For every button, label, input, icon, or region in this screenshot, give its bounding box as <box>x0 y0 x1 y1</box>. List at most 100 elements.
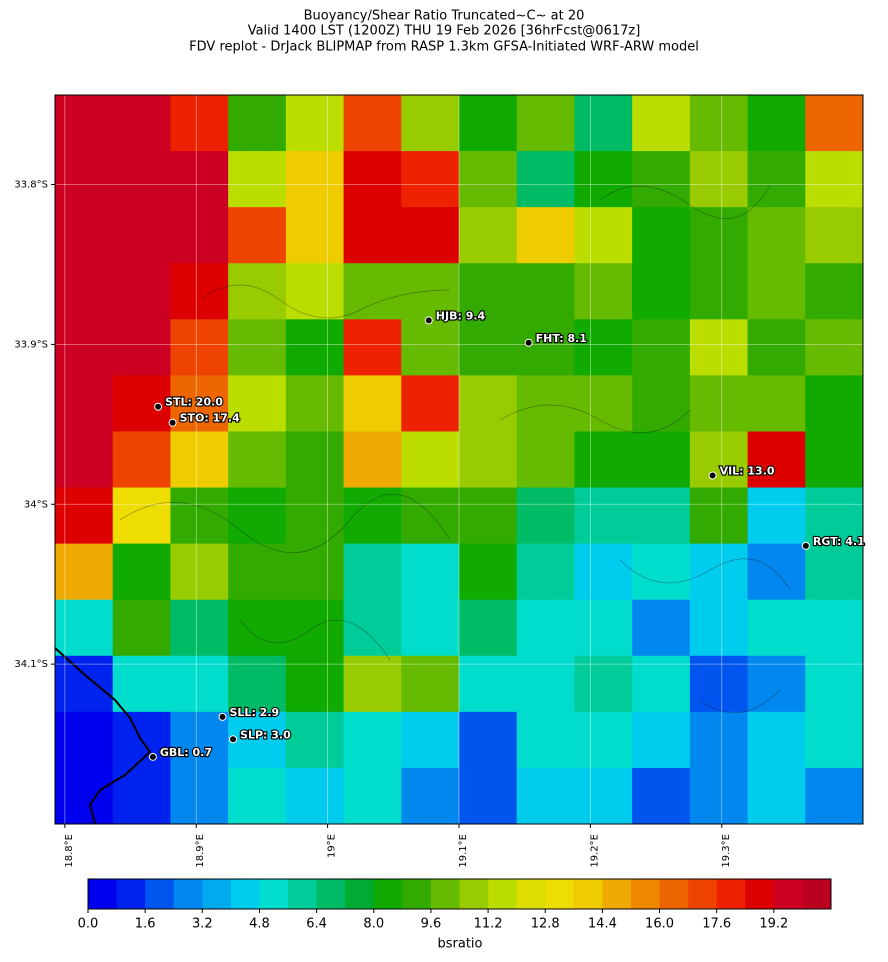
grid-cell <box>401 319 460 376</box>
grid-cell <box>343 655 402 713</box>
grid-cell <box>401 431 460 489</box>
grid-cell <box>170 151 229 208</box>
grid-cell <box>170 767 229 825</box>
grid-cell <box>689 431 749 489</box>
grid-cell <box>459 767 518 825</box>
y-tick-label: 33.9°S <box>14 339 48 350</box>
grid-cell <box>343 599 402 657</box>
grid-cell <box>689 599 749 657</box>
grid-cell <box>747 151 806 208</box>
grid-cell <box>170 319 229 376</box>
grid-cell <box>55 543 114 601</box>
colorbar-tick-label: 4.8 <box>249 917 270 932</box>
grid-cell <box>228 767 287 825</box>
grid-cell <box>632 767 691 825</box>
map-frame <box>54 94 864 825</box>
grid-cell <box>228 263 287 320</box>
grid-cell <box>285 655 345 713</box>
colorbar-tick-label: 12.8 <box>531 917 560 932</box>
grid-cell <box>228 151 287 208</box>
grid-cell <box>459 95 518 152</box>
station-label: RGT: 4.1 <box>813 535 865 548</box>
station-marker <box>168 418 177 427</box>
station-marker <box>801 541 810 550</box>
grid-cell <box>805 711 864 769</box>
grid-cell <box>459 431 518 489</box>
colorbar-tick-label: 19.2 <box>759 917 788 932</box>
grid-cell <box>574 431 633 489</box>
grid-cell <box>459 263 518 320</box>
colorbar-tick-label: 17.6 <box>702 917 731 932</box>
colorbar-swatch <box>145 879 175 909</box>
grid-cell <box>55 319 114 376</box>
grid-cell <box>516 319 575 376</box>
grid-cell <box>285 431 345 489</box>
grid-cell <box>343 487 402 545</box>
colorbar-swatch <box>573 879 603 909</box>
colorbar-swatch <box>173 879 203 909</box>
grid-cell <box>228 319 287 376</box>
grid-cell <box>228 655 287 713</box>
grid-cell <box>228 543 287 601</box>
grid-cell <box>112 151 171 208</box>
grid-cell <box>689 655 749 713</box>
grid-cell <box>632 151 691 208</box>
grid-cell <box>574 655 633 713</box>
grid-cell <box>170 95 229 152</box>
grid-cell <box>689 543 749 601</box>
grid-cell <box>55 767 114 825</box>
station-label: FHT: 8.1 <box>536 332 587 345</box>
colorbar-tick-label: 11.2 <box>474 917 503 932</box>
grid-cell <box>747 655 806 713</box>
grid-cell <box>401 207 460 264</box>
colorbar-swatch <box>259 879 289 909</box>
grid-cell <box>805 375 864 432</box>
grid-cell <box>516 655 575 713</box>
title-line: Valid 1400 LST (1200Z) THU 19 Feb 2026 [… <box>248 24 641 39</box>
grid-cell <box>55 207 114 264</box>
grid-cell <box>228 207 287 264</box>
grid-cell <box>343 431 402 489</box>
grid-cell <box>747 207 806 264</box>
grid-cell <box>401 375 460 432</box>
grid-cell <box>343 207 402 264</box>
grid-cell <box>574 543 633 601</box>
grid-cell <box>55 711 114 769</box>
grid-cell <box>228 711 287 769</box>
grid-cell <box>516 431 575 489</box>
colorbar-tick-label: 8.0 <box>363 917 384 932</box>
grid-cell <box>632 207 691 264</box>
grid-cell <box>401 655 460 713</box>
grid-cell <box>285 207 345 264</box>
grid-cell <box>459 543 518 601</box>
station-label: SLP: 3.0 <box>240 728 291 741</box>
grid-cell <box>459 655 518 713</box>
grid-cell <box>401 151 460 208</box>
colorbar-tick-label: 3.2 <box>192 917 213 932</box>
colorbar-swatch <box>516 879 546 909</box>
grid-cell <box>112 95 171 152</box>
grid-cell <box>170 543 229 601</box>
grid-cell <box>343 543 402 601</box>
station-marker <box>229 735 238 744</box>
grid-cell <box>805 263 864 320</box>
grid-cell <box>516 95 575 152</box>
colorbar-swatch <box>630 879 660 909</box>
grid-cell <box>632 543 691 601</box>
grid-cell <box>459 207 518 264</box>
grid-cell <box>805 95 864 152</box>
y-tick-label: 34°S <box>24 499 48 510</box>
colorbar-swatch <box>345 879 375 909</box>
grid-cell <box>516 207 575 264</box>
grid-cell <box>747 263 806 320</box>
colorbar-swatch <box>802 879 832 909</box>
grid-cell <box>747 375 806 432</box>
grid-cell <box>228 599 287 657</box>
grid-cell <box>632 487 691 545</box>
station-label: SLL: 2.9 <box>230 706 280 719</box>
colorbar-swatch <box>688 879 718 909</box>
grid-cell <box>689 487 749 545</box>
grid-cell <box>805 151 864 208</box>
grid-cell <box>170 487 229 545</box>
x-tick-label: 19.3°E <box>721 834 732 868</box>
